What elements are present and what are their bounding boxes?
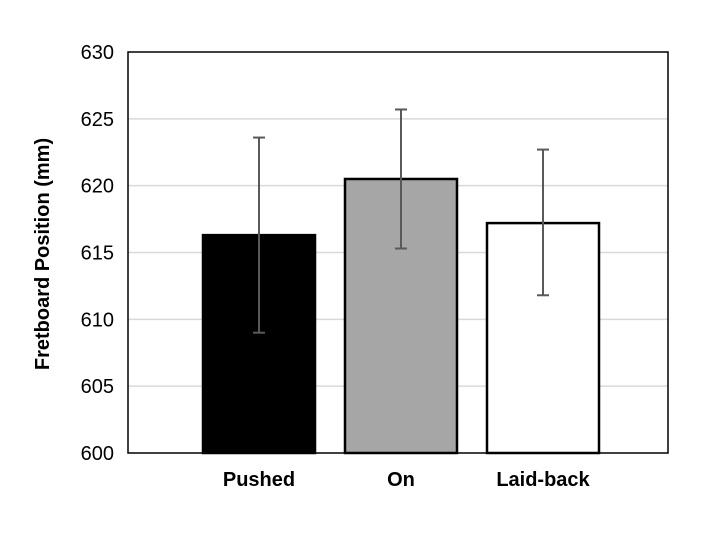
y-tick-label: 630 [81, 42, 114, 64]
x-category-labels: Pushed On Laid-back [223, 469, 591, 491]
y-tick-label: 615 [81, 243, 114, 265]
x-category-label: Laid-back [496, 469, 590, 491]
y-tick-label: 620 [81, 176, 114, 198]
y-tick-label: 610 [81, 309, 114, 331]
y-tick-label: 600 [81, 443, 114, 465]
y-tick-label: 625 [81, 109, 114, 131]
error-bars [253, 108, 549, 334]
plot-frame [127, 51, 669, 454]
y-axis-title: Fretboard Position (mm) [32, 138, 54, 370]
x-category-label: On [387, 469, 415, 491]
y-tick-labels: 600 605 610 615 620 625 630 [81, 42, 114, 465]
y-tick-label: 605 [81, 376, 114, 398]
x-category-label: Pushed [223, 469, 295, 491]
